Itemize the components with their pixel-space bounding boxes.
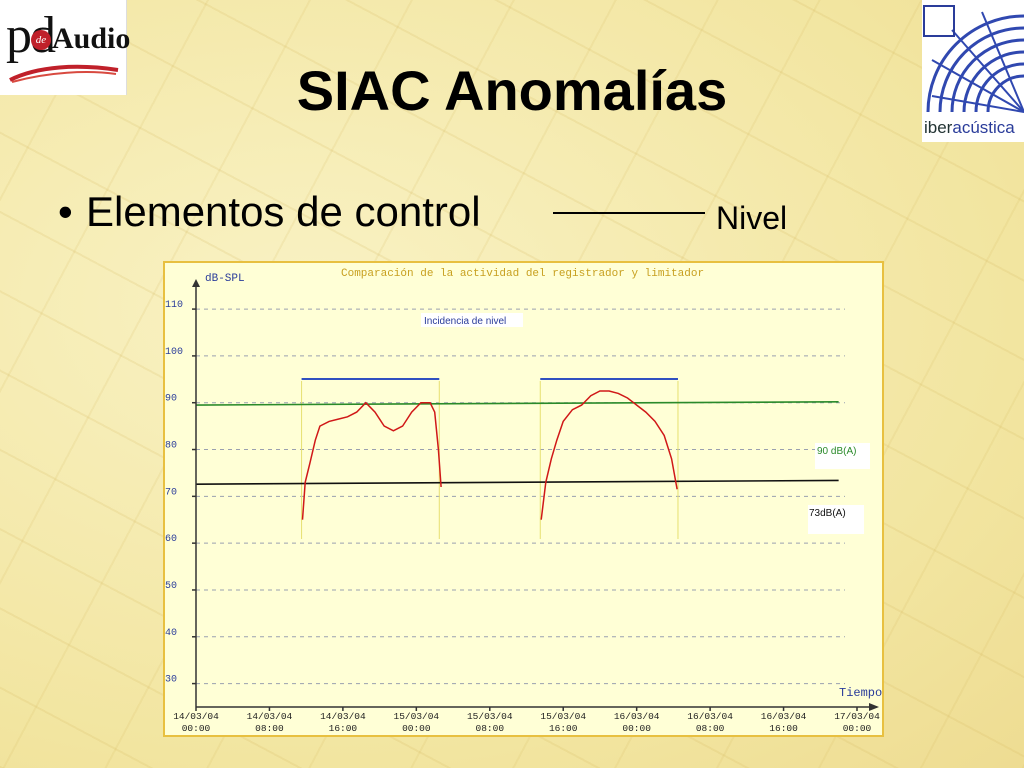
bullet-marker: • [58, 188, 73, 235]
y-axis-arrow-icon [192, 279, 200, 287]
logo-swoosh-icon [9, 64, 119, 83]
bullet-text: Elementos de control [86, 188, 481, 235]
y-tick-label: 90 [165, 394, 177, 405]
x-tick-time: 08:00 [255, 723, 284, 734]
annotation-90db: 90 dB(A) [815, 443, 870, 469]
x-tick-time: 16:00 [769, 723, 798, 734]
iberacustica-label: iberacústica [922, 118, 1024, 138]
y-tick-label: 70 [165, 487, 177, 498]
iberacustica-logo: iberacústica [922, 0, 1024, 142]
x-tick-date: 15/03/04 [540, 711, 586, 722]
logo-de-badge: de [31, 30, 51, 50]
x-tick-time: 08:00 [476, 723, 505, 734]
callout-connector-line [553, 212, 705, 214]
iberacustica-suffix: acústica [952, 118, 1015, 137]
x-tick-date: 16/03/04 [687, 711, 733, 722]
threshold-line [195, 479, 839, 485]
x-tick-time: 00:00 [402, 723, 431, 734]
level-chart: Comparación de la actividad del registra… [165, 268, 882, 734]
x-tick-date: 15/03/04 [467, 711, 513, 722]
y-tick-label: 80 [165, 441, 177, 452]
y-axis-label: dB-SPL [205, 273, 245, 285]
y-tick-label: 110 [165, 300, 183, 311]
x-tick-time: 08:00 [696, 723, 725, 734]
annotation-incidencia-text: Incidencia de nivel [424, 316, 506, 327]
x-axis-label: Tiempo [839, 686, 882, 700]
annotation-73db: 73dB(A) [808, 505, 864, 534]
y-tick-label: 40 [165, 628, 177, 639]
x-tick-time: 00:00 [622, 723, 651, 734]
x-tick-date: 16/03/04 [614, 711, 660, 722]
level-series-line [540, 390, 678, 520]
x-tick-time: 16:00 [549, 723, 578, 734]
x-tick-time: 00:00 [843, 723, 872, 734]
x-tick-date: 14/03/04 [247, 711, 293, 722]
iberacustica-arcs-icon [922, 0, 1024, 116]
level-series-line [301, 401, 442, 520]
chart-panel: Comparación de la actividad del registra… [163, 261, 884, 737]
x-axis-arrow-icon [869, 703, 879, 711]
pdaudio-logo: pd de Audio [0, 0, 131, 95]
threshold-line [195, 400, 839, 406]
x-tick-time: 16:00 [329, 723, 358, 734]
callout-label-nivel: Nivel [716, 200, 788, 236]
chart-title: Comparación de la actividad del registra… [341, 268, 704, 280]
iberacustica-prefix: iber [924, 118, 953, 137]
logo-audio-text: Audio [52, 22, 131, 55]
annotation-incidencia: Incidencia de nivel [421, 313, 523, 327]
y-tick-label: 30 [165, 675, 177, 686]
annotation-90db-text: 90 dB(A) [817, 446, 856, 457]
x-tick-date: 14/03/04 [173, 711, 219, 722]
x-tick-date: 15/03/04 [394, 711, 440, 722]
y-tick-label: 100 [165, 347, 183, 358]
bullet-item: • Elementos de control [58, 188, 481, 236]
x-tick-time: 00:00 [182, 723, 211, 734]
x-tick-date: 17/03/04 [834, 711, 880, 722]
x-tick-date: 14/03/04 [320, 711, 366, 722]
y-tick-label: 50 [165, 581, 177, 592]
y-tick-label: 60 [165, 534, 177, 545]
annotation-73db-text: 73dB(A) [809, 508, 846, 519]
slide-title: SIAC Anomalías [296, 59, 728, 122]
x-tick-date: 16/03/04 [761, 711, 807, 722]
